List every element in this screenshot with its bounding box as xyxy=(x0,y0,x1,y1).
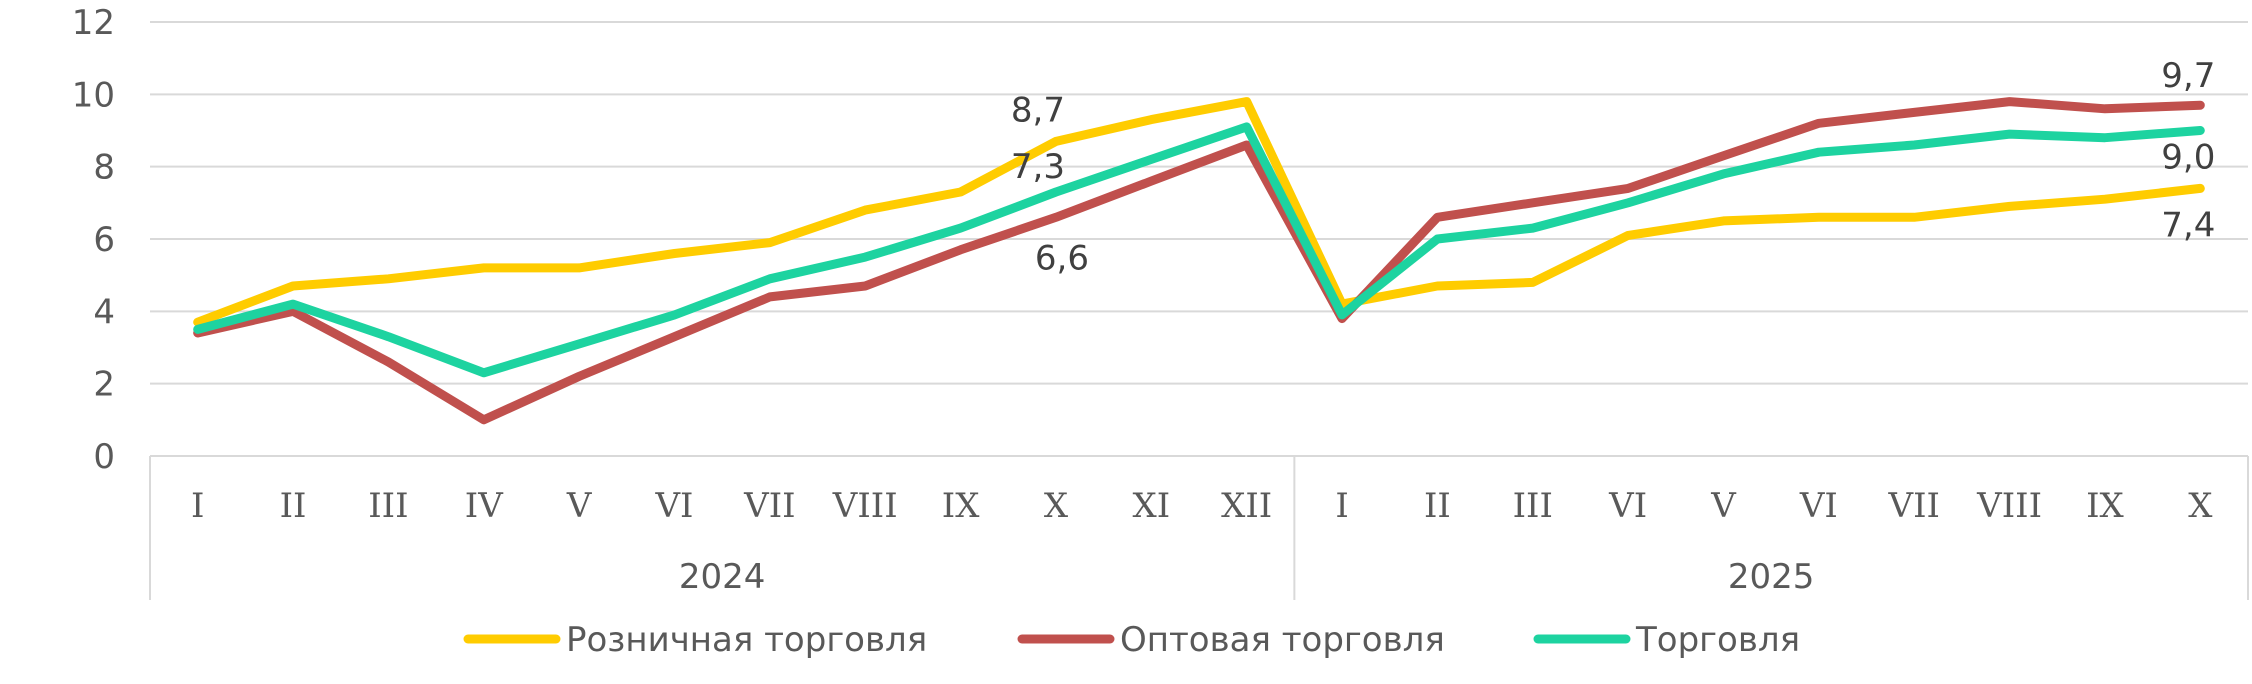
legend-label: Оптовая торговля xyxy=(1120,620,1445,660)
x-tick-label: III xyxy=(368,486,408,526)
series-line xyxy=(193,97,2205,327)
series-line xyxy=(193,97,2205,425)
series-line xyxy=(193,122,2205,378)
data-label: 7,3 xyxy=(1011,147,1065,187)
x-tick-label: II xyxy=(280,486,307,526)
data-label: 9,0 xyxy=(2161,138,2215,178)
data-labels: 8,7 7,3 6,6 9,7 9,0 7,4 xyxy=(1011,56,2215,278)
x-tick-label: VI xyxy=(1608,486,1647,526)
legend-label: Розничная торговля xyxy=(566,620,927,660)
legend-label: Торговля xyxy=(1635,620,1800,660)
y-axis-tick-labels: 0 2 4 6 8 10 12 xyxy=(72,3,115,477)
data-label: 7,4 xyxy=(2161,205,2215,245)
x-tick-label: XII xyxy=(1221,486,1272,526)
x-tick-label: II xyxy=(1424,486,1451,526)
x-tick-label: VIII xyxy=(832,486,898,526)
y-tick-label: 0 xyxy=(93,437,115,477)
x-tick-label: VI xyxy=(655,486,694,526)
data-label: 9,7 xyxy=(2161,56,2215,96)
x-group-label: 2025 xyxy=(1728,557,1815,597)
y-tick-label: 10 xyxy=(72,75,115,115)
data-label: 6,6 xyxy=(1035,238,1089,278)
x-tick-label: III xyxy=(1513,486,1553,526)
y-tick-label: 4 xyxy=(93,292,115,332)
x-tick-label: VIII xyxy=(1976,486,2042,526)
x-tick-label: XI xyxy=(1132,486,1170,526)
x-tick-label: I xyxy=(191,486,204,526)
x-axis: I II III IV V VI VII VIII IX X XI XII I II III VI V VI VII… xyxy=(149,455,2249,600)
data-label: 8,7 xyxy=(1011,90,1065,130)
y-tick-label: 6 xyxy=(93,220,115,260)
x-tick-label: V xyxy=(566,486,593,526)
x-tick-label: X xyxy=(2188,486,2213,526)
y-tick-label: 8 xyxy=(93,148,115,188)
series-lines xyxy=(193,97,2205,425)
legend: Розничная торговля Оптовая торговля Торгов… xyxy=(463,620,1800,660)
x-tick-label: VII xyxy=(743,486,795,526)
x-tick-label: VI xyxy=(1799,486,1838,526)
y-tick-label: 2 xyxy=(93,365,115,405)
x-tick-label: X xyxy=(1044,486,1069,526)
gridlines xyxy=(150,21,2248,457)
x-tick-label: IX xyxy=(2086,486,2124,526)
x-tick-label: IX xyxy=(942,486,980,526)
x-tick-label: I xyxy=(1335,486,1348,526)
x-tick-label: VII xyxy=(1888,486,1940,526)
x-tick-label: V xyxy=(1710,486,1737,526)
x-group-label: 2024 xyxy=(679,557,766,597)
y-tick-label: 12 xyxy=(72,3,115,43)
x-tick-label: IV xyxy=(465,486,504,526)
